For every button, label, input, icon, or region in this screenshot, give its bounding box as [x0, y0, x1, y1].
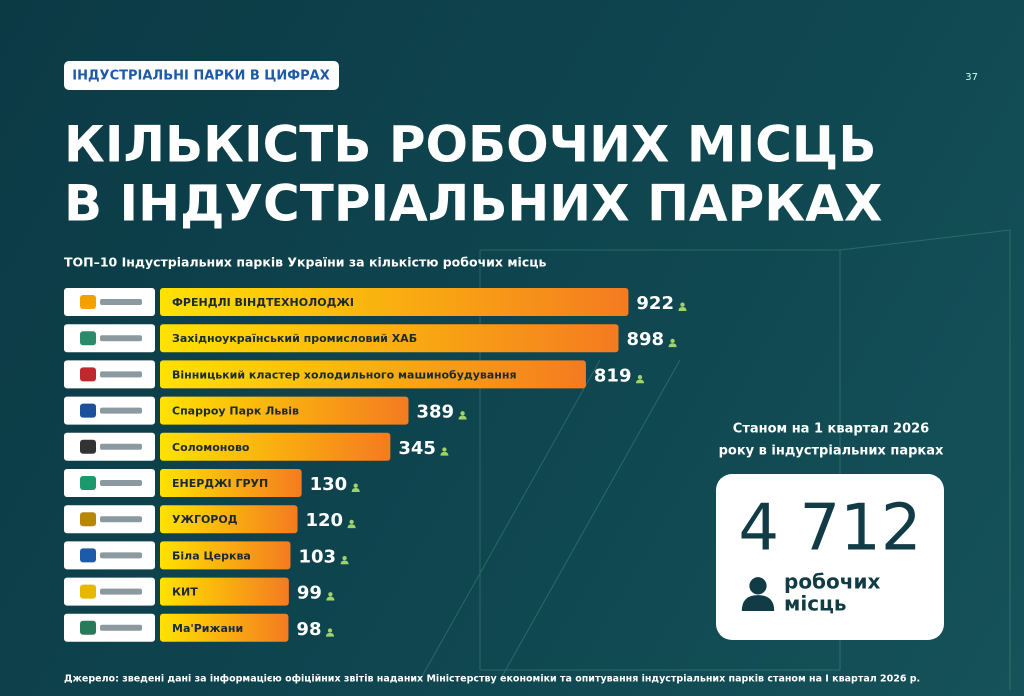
total-card	[716, 474, 944, 640]
person-icon	[458, 411, 467, 420]
logo-mark	[80, 548, 96, 563]
person-icon	[635, 374, 645, 384]
bar-label: Західноукраїнський промисловий ХАБ	[172, 332, 417, 345]
person-icon	[326, 592, 335, 601]
page-number: 37	[965, 72, 978, 83]
total: 4 712	[738, 492, 921, 566]
bar	[160, 613, 289, 642]
logo-mark	[80, 403, 96, 418]
value-label: 922	[636, 293, 674, 314]
logo-text-line	[100, 371, 142, 378]
person-icon	[668, 338, 677, 348]
logo-mark	[80, 620, 96, 635]
bar-label: Вінницький кластер холодильного машинобу…	[172, 368, 517, 381]
bar-label: Ма'Рижани	[172, 622, 243, 635]
logo-text-line	[100, 335, 142, 342]
bar-label: ЕНЕРДЖІ ГРУП	[172, 477, 268, 490]
value-label: 389	[417, 402, 455, 423]
bar-label: Соломоново	[172, 441, 250, 454]
logo-text-line	[100, 552, 142, 559]
bar	[160, 505, 298, 534]
value-label: 898	[627, 329, 665, 350]
person-icon	[440, 447, 449, 456]
bar	[160, 541, 291, 570]
bar	[160, 360, 586, 389]
bar-label: УЖГОРОД	[172, 513, 238, 526]
bar-label: Спарроу Парк Львів	[172, 405, 299, 418]
total-label: робочих	[784, 570, 881, 594]
logo-text-line	[100, 299, 142, 305]
logo-mark	[80, 439, 96, 454]
logo-text-line	[100, 480, 142, 486]
background-structure	[419, 229, 1011, 690]
value-label: 819	[594, 365, 632, 386]
person-icon	[340, 555, 349, 565]
logo-mark	[80, 584, 96, 599]
logo-text-line	[100, 624, 142, 631]
logo-mark	[80, 512, 96, 527]
bar-label: ФРЕНДЛІ ВІНДТЕХНОЛОДЖІ	[172, 296, 354, 309]
bar	[160, 469, 302, 497]
bar	[160, 288, 629, 316]
value-label: 345	[398, 438, 436, 459]
badge-box	[64, 61, 339, 90]
value-label: 103	[298, 546, 336, 567]
logo-text-line	[100, 443, 142, 450]
logo-text-line	[100, 588, 142, 595]
value-label: 130	[310, 474, 348, 495]
logo-mark	[80, 331, 96, 346]
person-icon	[325, 628, 335, 637]
logo-text-line	[100, 516, 142, 523]
bar-label: КИТ	[172, 586, 198, 599]
value-label: 99	[297, 583, 322, 604]
title-line: КІЛЬКІСТЬ РОБОЧИХ МІСЦЬ	[64, 116, 876, 174]
bar	[160, 432, 391, 461]
person-icon	[347, 519, 356, 529]
person-icon	[351, 483, 360, 492]
logo-mark	[80, 476, 96, 490]
total-label: місць	[784, 592, 847, 616]
note-line: року в індустріальних парках	[719, 444, 944, 459]
bar-label: Біла Церква	[172, 549, 251, 562]
subtitle: ТОП–10 Індустріальних парків України за …	[64, 255, 547, 270]
logo-text-line	[100, 407, 142, 414]
person-icon	[678, 302, 687, 311]
value-label: 98	[296, 619, 321, 640]
bar	[160, 577, 289, 606]
title-line: В ІНДУСТРІАЛЬНИХ ПАРКАХ	[64, 175, 882, 233]
bar	[160, 396, 409, 425]
note-line: Станом на 1 квартал 2026	[733, 422, 929, 437]
bar	[160, 324, 619, 353]
value-label: 120	[306, 510, 344, 531]
badge: ІНДУСТРІАЛЬНІ ПАРКИ В ЦИФРАХ	[72, 69, 329, 84]
source: Джерело: зведені дані за інформацією офі…	[64, 674, 920, 685]
logo-mark	[80, 295, 96, 309]
logo-mark	[80, 367, 96, 382]
